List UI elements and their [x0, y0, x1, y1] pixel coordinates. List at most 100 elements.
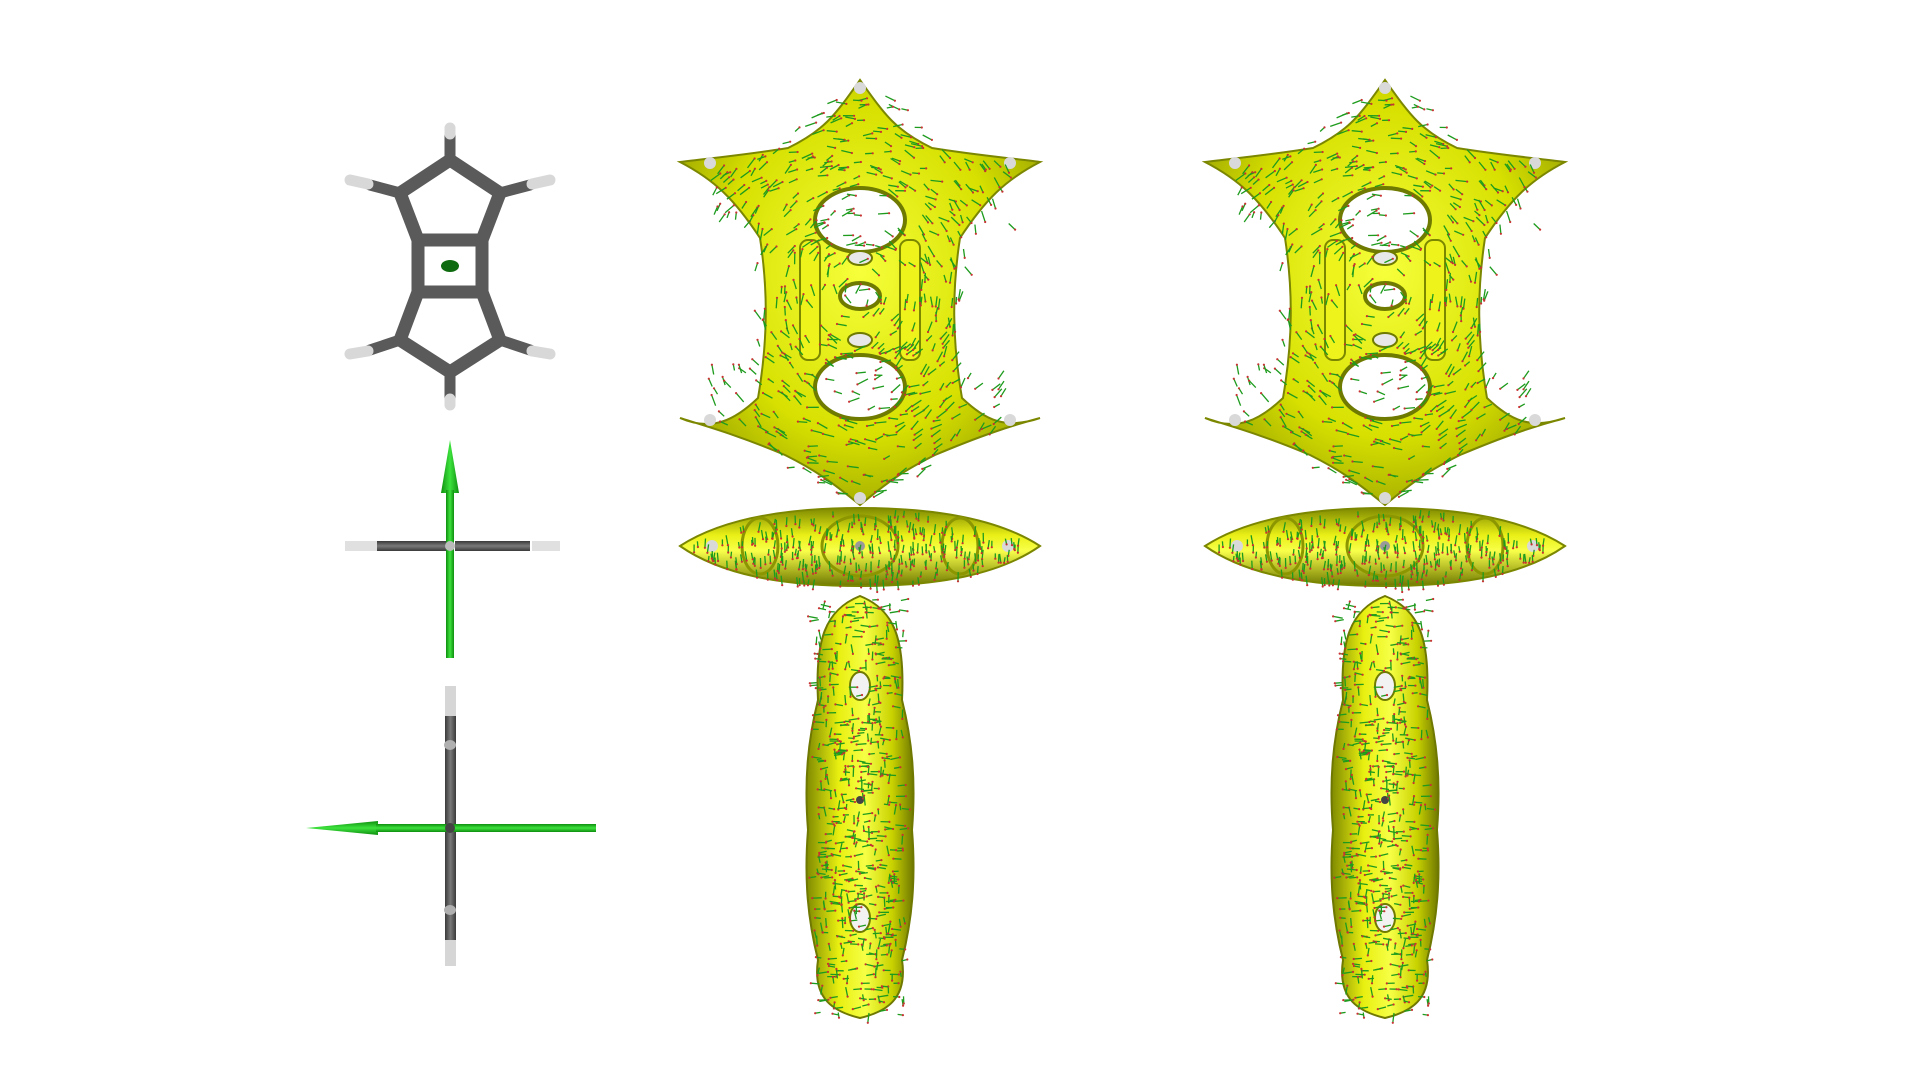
current-vector-tip: [875, 662, 878, 665]
current-vector-tip: [859, 987, 863, 991]
current-vector-tip: [809, 684, 812, 687]
current-vector-tip: [830, 648, 833, 651]
current-vector: [876, 835, 886, 838]
current-vector: [900, 598, 909, 602]
current-vector-tip: [1013, 547, 1016, 551]
current-vector-tip: [835, 821, 838, 825]
current-vector: [751, 358, 760, 366]
current-vector-tip: [878, 723, 882, 726]
current-vector-tip: [757, 530, 760, 533]
current-vector-tip: [867, 446, 871, 450]
current-vector: [993, 177, 1001, 188]
current-vector: [739, 418, 747, 427]
current-vector-tip: [901, 562, 904, 565]
current-vector-tip: [810, 563, 813, 567]
current-vector-tip: [974, 561, 977, 564]
current-vector-tip: [912, 354, 915, 357]
current-vector-tip: [885, 1008, 889, 1012]
current-vector-tip: [781, 180, 784, 184]
current-vector: [809, 682, 817, 684]
current-vector-tip: [898, 160, 902, 163]
current-vector-tip: [901, 847, 904, 850]
current-vector: [892, 705, 901, 709]
current-vector-tip: [895, 377, 899, 380]
current-vector-tip: [751, 542, 755, 545]
current-vector-tip: [877, 884, 880, 887]
current-vector-tip: [796, 372, 799, 375]
current-vector-tip: [835, 967, 838, 971]
current-vector-tip: [827, 343, 830, 346]
current-vector-tip: [909, 173, 912, 176]
current-vector-tip: [923, 280, 927, 284]
current-vector: [826, 860, 829, 868]
current-vector: [876, 637, 885, 641]
current-vector: [936, 259, 943, 267]
current-vector: [883, 897, 886, 907]
current-vector-tip: [831, 667, 834, 670]
current-vector-tip: [763, 307, 766, 310]
current-vector-tip: [955, 546, 958, 549]
current-vector-tip: [783, 352, 786, 355]
current-vector-tip: [776, 579, 779, 582]
current-vector: [719, 420, 729, 426]
current-vector-tip: [969, 575, 972, 579]
current-vector: [871, 543, 874, 554]
current-vector-tip: [767, 189, 770, 192]
current-vector-tip: [883, 937, 886, 940]
current-vector-tip: [817, 813, 820, 816]
current-vector-tip: [880, 859, 883, 862]
current-vector: [824, 788, 833, 792]
current-vector: [971, 199, 981, 206]
current-vector-tip: [866, 840, 869, 843]
current-vector-tip: [710, 363, 714, 366]
current-vector: [758, 154, 764, 162]
current-vector: [889, 519, 892, 528]
current-vector-tip: [762, 318, 765, 321]
current-vector: [895, 620, 898, 630]
current-vector: [750, 168, 756, 177]
current-vector: [850, 619, 860, 623]
current-vector: [852, 837, 862, 841]
current-vector-tip: [877, 830, 880, 833]
current-vector-tip: [899, 925, 902, 928]
current-vector-tip: [898, 610, 901, 613]
current-vector: [756, 339, 761, 347]
current-vector: [834, 721, 845, 724]
current-vector: [725, 535, 729, 546]
current-vector: [875, 435, 884, 441]
current-vector-tip: [773, 577, 777, 580]
current-vector-tip: [979, 204, 982, 207]
current-vector-tip: [972, 569, 975, 572]
current-vector-tip: [872, 988, 875, 991]
current-vector-tip: [781, 563, 784, 566]
current-vector-tip: [1016, 544, 1020, 547]
current-vector-tip: [741, 546, 744, 549]
current-vector: [921, 526, 924, 535]
current-vector-tip: [874, 525, 878, 528]
current-vector: [912, 340, 920, 351]
current-vector-tip: [981, 565, 984, 568]
current-vector-tip: [901, 833, 904, 837]
current-vector-tip: [879, 541, 882, 545]
current-vector-tip: [898, 563, 901, 566]
current-vector-tip: [876, 537, 879, 541]
current-vector-tip: [895, 578, 898, 581]
current-vector: [864, 517, 867, 525]
current-vector-tip: [913, 415, 916, 418]
current-vector-tip: [882, 302, 886, 305]
current-vector-tip: [829, 569, 832, 572]
current-vector-tip: [779, 433, 782, 436]
current-vector-tip: [856, 817, 860, 820]
current-vector-tip: [831, 975, 835, 979]
current-vector-tip: [844, 922, 847, 925]
current-vector-tip: [902, 899, 905, 902]
current-vector-tip: [833, 879, 837, 882]
current-vector: [746, 158, 756, 169]
current-vector-tip: [951, 208, 954, 211]
current-vector-tip: [880, 246, 883, 249]
current-vector: [858, 924, 867, 928]
current-vector: [960, 377, 966, 388]
current-vector-tip: [916, 551, 919, 554]
current-vector-tip: [954, 330, 957, 333]
current-vector: [872, 719, 880, 722]
